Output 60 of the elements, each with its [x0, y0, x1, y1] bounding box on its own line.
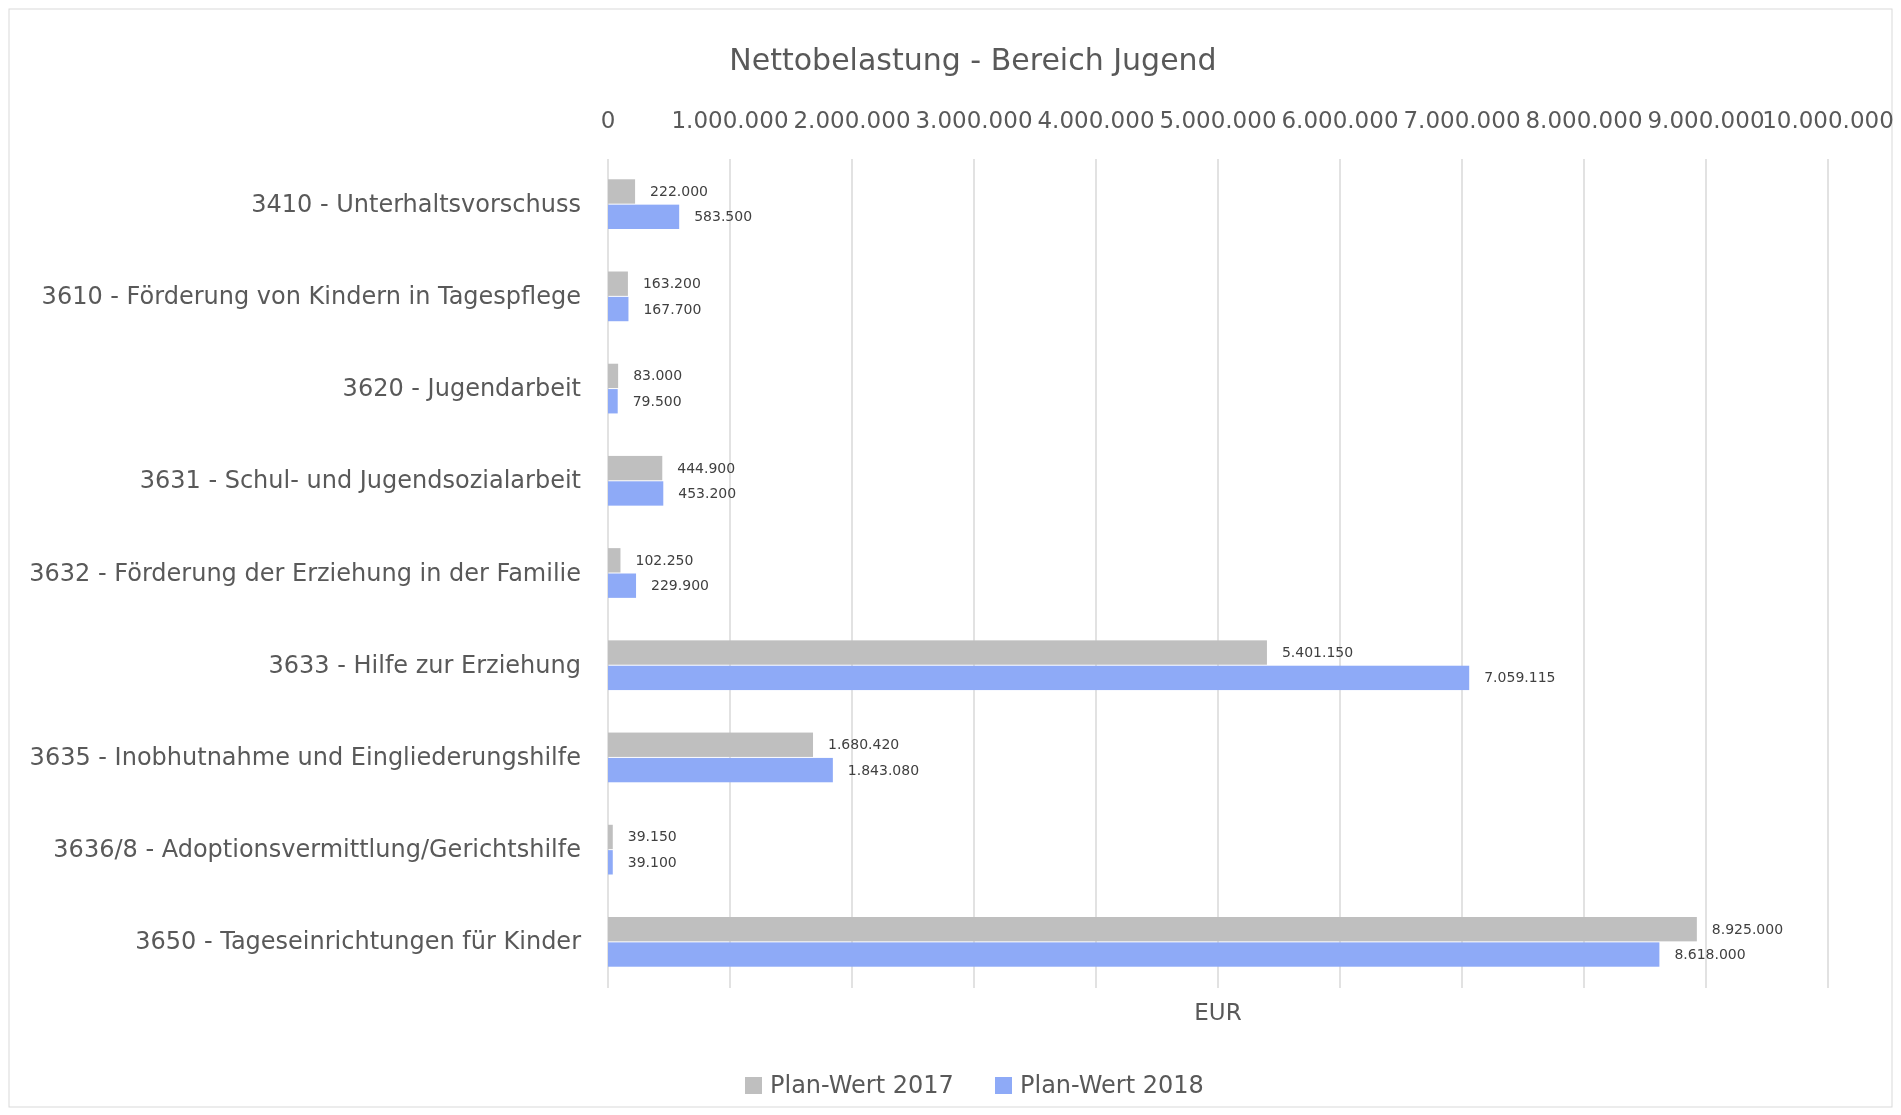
bar	[608, 573, 637, 598]
data-label: 167.700	[643, 300, 702, 317]
data-label: 583.500	[694, 208, 753, 225]
y-tick-label: 3636/8 - Adoptionsvermittlung/Gerichtshilfe	[53, 835, 581, 864]
y-tick-label: 3410 - Unterhaltsvorschuss	[251, 189, 581, 218]
data-label: 453.200	[678, 484, 737, 501]
bar	[608, 824, 613, 850]
data-label: 7.059.115	[1484, 669, 1556, 686]
data-label: 39.100	[627, 853, 677, 870]
y-tick-label: 3633 - Hilfe zur Erziehung	[268, 650, 581, 679]
bar	[608, 296, 629, 322]
bar	[608, 548, 621, 573]
bar	[608, 481, 664, 506]
data-label: 8.925.000	[1711, 920, 1784, 937]
data-label: 1.680.420	[828, 736, 900, 753]
x-tick-label: 6.000.000	[1281, 107, 1399, 133]
chart-title: Nettobelastung - Bereich Jugend	[729, 42, 1217, 77]
x-axis-title: EUR	[1194, 999, 1242, 1025]
x-tick-label: 7.000.000	[1403, 107, 1521, 133]
x-tick-label: 10.000.000	[1762, 107, 1894, 133]
bar	[608, 917, 1697, 942]
data-label: 229.900	[651, 577, 709, 594]
legend-label: Plan-Wert 2018	[1020, 1071, 1204, 1099]
y-tick-label: 3610 - Förderung von Kindern in Tagespflege	[41, 281, 581, 310]
y-tick-label: 3632 - Förderung der Erziehung in der Familie	[29, 558, 581, 587]
legend-label: Plan-Wert 2017	[770, 1071, 954, 1099]
bar	[608, 271, 628, 296]
bar	[608, 732, 814, 757]
x-tick-label: 4.000.000	[1037, 107, 1155, 133]
bar	[608, 850, 613, 875]
bar	[608, 204, 680, 229]
data-label: 8.618.000	[1674, 946, 1746, 963]
y-tick-label: 3620 - Jugendarbeit	[342, 374, 581, 403]
x-tick-label: 9.000.000	[1647, 107, 1765, 133]
data-label: 102.250	[635, 551, 694, 568]
x-tick-label: 2.000.000	[793, 107, 911, 133]
data-label: 222.000	[650, 182, 708, 199]
y-tick-label: 3631 - Schul- und Jugendsozialarbeit	[139, 466, 581, 495]
bar	[608, 942, 1660, 967]
bar	[608, 389, 618, 414]
data-label: 83.000	[633, 367, 683, 384]
data-label: 163.200	[642, 275, 701, 292]
data-label: 5.401.150	[1281, 644, 1354, 661]
x-tick-label: 3.000.000	[915, 107, 1033, 133]
bar	[608, 757, 833, 783]
x-tick-label: 8.000.000	[1525, 107, 1643, 133]
bar	[608, 455, 663, 481]
bar	[608, 640, 1267, 665]
data-label: 79.500	[632, 392, 682, 409]
x-tick-label: 1.000.000	[671, 107, 789, 133]
data-label: 1.843.080	[847, 761, 920, 778]
x-tick-label: 5.000.000	[1159, 107, 1277, 133]
x-tick-label: 0	[600, 107, 616, 133]
bar	[608, 179, 636, 204]
data-label: 39.150	[627, 828, 677, 845]
y-tick-label: 3650 - Tageseinrichtungen für Kinder	[135, 927, 582, 956]
bar	[608, 665, 1470, 691]
y-tick-label: 3635 - Inobhutnahme und Eingliederungshilfe	[29, 742, 581, 771]
bar	[608, 363, 619, 389]
data-label: 444.900	[677, 459, 736, 476]
